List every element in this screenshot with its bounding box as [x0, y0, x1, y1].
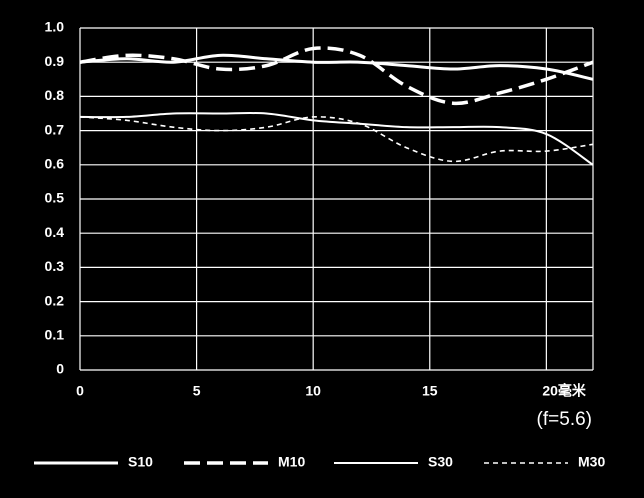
legend-label: M10 — [278, 454, 305, 470]
line-series — [79, 111, 594, 166]
x-tick-label: 0 — [76, 383, 84, 399]
y-tick-label: 0.4 — [45, 224, 65, 240]
line-series — [79, 116, 594, 163]
x-tick-label: 5 — [193, 383, 201, 399]
x-tick-label: 10 — [305, 383, 321, 399]
legend-label: S10 — [128, 454, 153, 470]
annotation: (f=5.6) — [537, 409, 592, 430]
x-tick-label: 15 — [422, 383, 438, 399]
y-tick-label: 0.6 — [45, 156, 65, 172]
y-tick-label: 0.5 — [45, 190, 65, 206]
line-series — [79, 46, 594, 106]
y-tick-label: 0.2 — [45, 292, 65, 308]
y-tick-label: 0.3 — [45, 258, 65, 274]
y-tick-label: 0.7 — [45, 121, 65, 137]
y-tick-label: 0.9 — [45, 53, 65, 69]
line-series — [79, 53, 594, 81]
y-tick-label: 0.1 — [45, 327, 65, 343]
y-tick-label: 0 — [56, 361, 64, 377]
y-tick-label: 1.0 — [45, 19, 65, 35]
y-tick-label: 0.8 — [45, 87, 65, 103]
legend-label: S30 — [428, 454, 453, 470]
legend-label: M30 — [578, 454, 605, 470]
x-tick-label: 20毫米 — [542, 383, 587, 399]
